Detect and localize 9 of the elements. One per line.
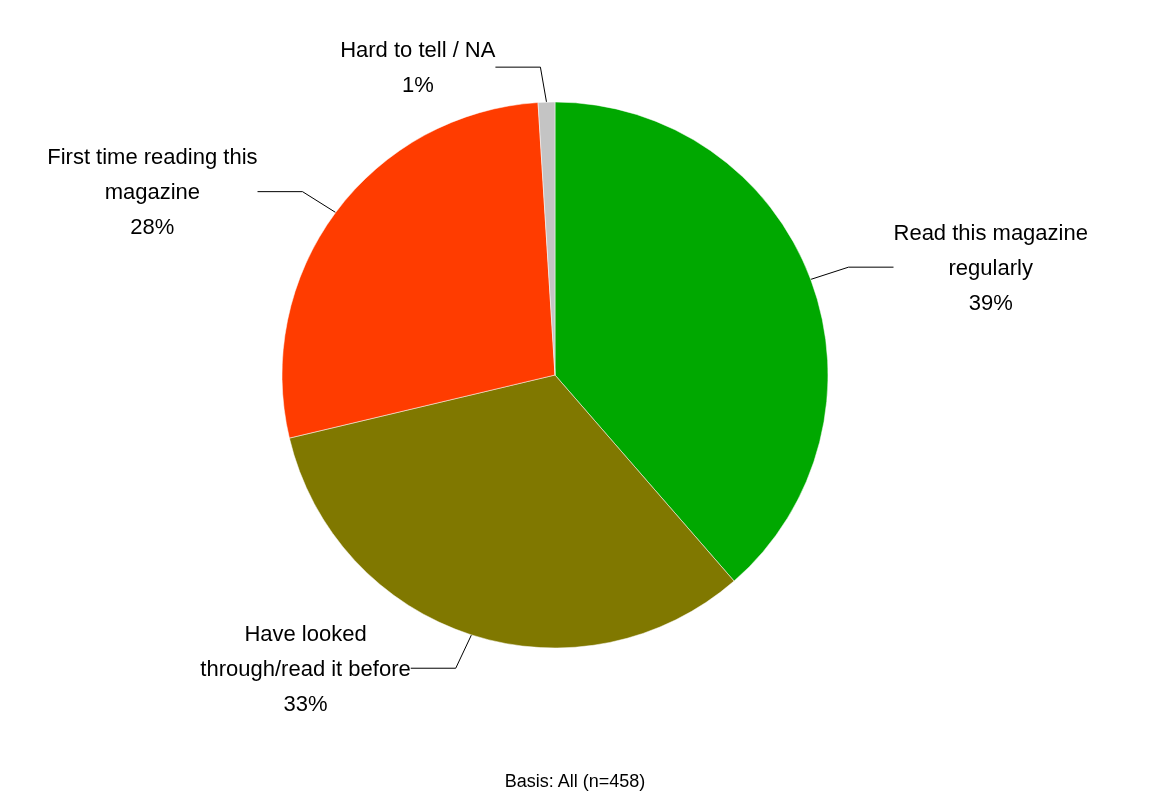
slice-label: Read this magazine regularly — [893, 219, 1088, 280]
slice-label: Have looked through/read it before — [200, 620, 411, 681]
text: Basis: All (n=458) — [504, 771, 646, 791]
slice-label: First time reading this magazine — [47, 144, 258, 205]
data-label: 33% — [283, 690, 328, 716]
data-label: 1% — [401, 72, 434, 98]
data-label: 39% — [968, 289, 1013, 315]
data-label: 28% — [130, 214, 175, 240]
slice-label: Hard to tell / NA — [340, 37, 496, 63]
